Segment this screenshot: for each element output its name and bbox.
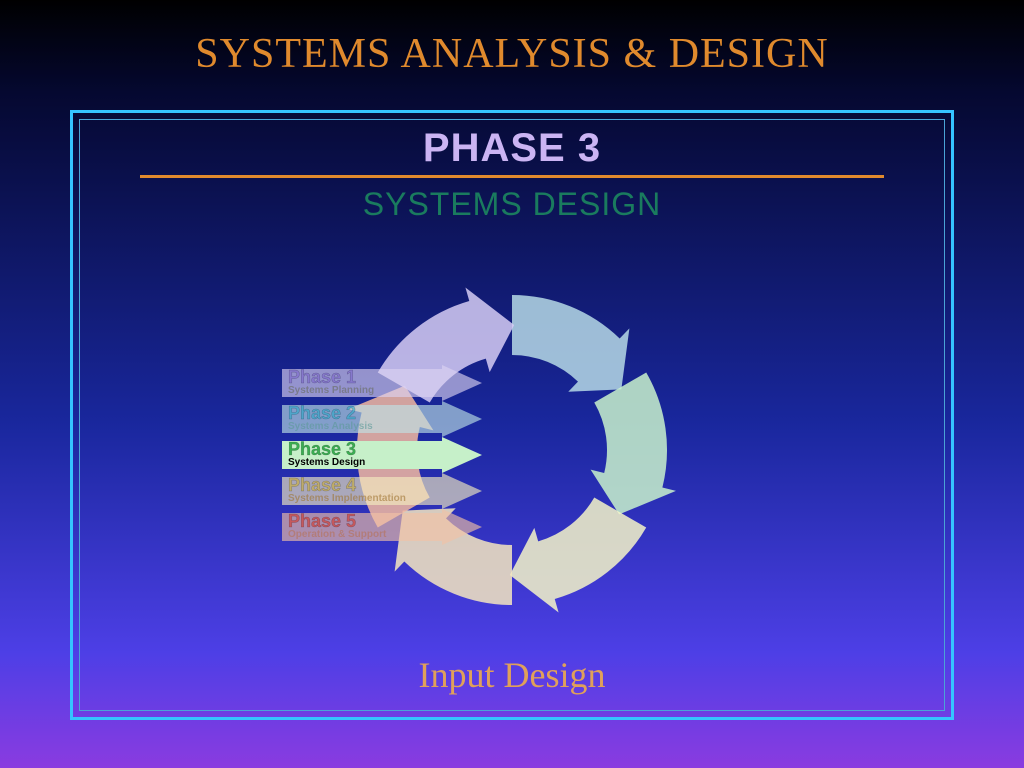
cycle-segment-2 <box>591 373 676 515</box>
divider-line <box>140 175 884 178</box>
phase-heading: PHASE 3 <box>80 120 944 171</box>
sdlc-cycle-diagram: Phase 1Systems PlanningPhase 2Systems An… <box>332 270 692 630</box>
bottom-caption: Input Design <box>80 654 944 696</box>
phase-list-item-4: Phase 4Systems Implementation <box>282 473 482 509</box>
phase-item-subtitle: Systems Implementation <box>288 493 482 504</box>
subtitle: SYSTEMS DESIGN <box>80 186 944 223</box>
phase-list: Phase 1Systems PlanningPhase 2Systems An… <box>282 365 482 545</box>
phase-list-item-3: Phase 3Systems Design <box>282 437 482 473</box>
phase-item-subtitle: Systems Analysis <box>288 421 482 432</box>
main-title: SYSTEMS ANALYSIS & DESIGN <box>0 0 1024 78</box>
content-frame-inner: PHASE 3 SYSTEMS DESIGN Phase 1Systems Pl… <box>79 119 945 711</box>
phase-list-item-1: Phase 1Systems Planning <box>282 365 482 401</box>
phase-list-item-5: Phase 5Operation & Support <box>282 509 482 545</box>
phase-item-subtitle: Systems Planning <box>288 385 482 396</box>
phase-list-item-2: Phase 2Systems Analysis <box>282 401 482 437</box>
phase-item-subtitle: Systems Design <box>288 457 482 468</box>
cycle-segment-3 <box>510 498 646 613</box>
cycle-segment-1 <box>512 295 629 392</box>
phase-item-subtitle: Operation & Support <box>288 529 482 540</box>
content-frame: PHASE 3 SYSTEMS DESIGN Phase 1Systems Pl… <box>70 110 954 720</box>
